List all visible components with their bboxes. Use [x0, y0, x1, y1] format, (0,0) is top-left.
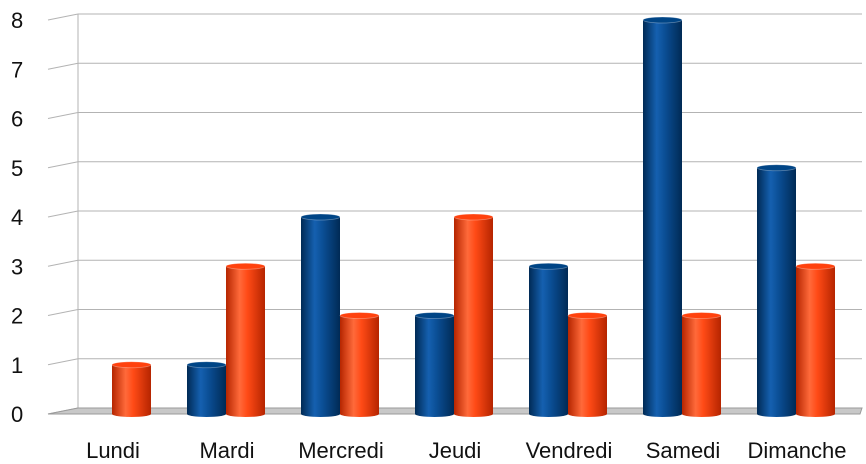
bar-cap [756, 164, 797, 172]
bar-cap [795, 262, 836, 270]
bars [111, 16, 836, 417]
bar-body [454, 217, 493, 414]
bar-cap [567, 312, 608, 319]
bar-base [340, 411, 379, 417]
x-category-label: Dimanche [747, 438, 846, 463]
grid-connector [47, 259, 79, 267]
bar-base [301, 411, 340, 417]
grid-connector [47, 13, 79, 21]
y-tick-labels: 0 1 2 3 4 5 6 7 8 [11, 8, 23, 427]
bar-body [187, 364, 226, 414]
bar [756, 164, 797, 417]
x-category-label: Samedi [646, 438, 721, 463]
bar-body [226, 266, 265, 414]
grid-connector [47, 112, 79, 119]
bar-base [682, 411, 721, 417]
bar-base [568, 411, 607, 417]
bar [111, 361, 152, 417]
grid-connector [47, 62, 79, 70]
bar [642, 16, 683, 417]
y-tick-label: 2 [11, 304, 23, 329]
bar-base [187, 411, 226, 417]
bar [681, 312, 722, 417]
x-category-labels: Lundi Mardi Mercredi Jeudi Vendredi Samedi Dim… [86, 438, 846, 463]
bar-body [529, 266, 568, 414]
bar [300, 213, 341, 417]
x-category-label: Jeudi [429, 438, 482, 463]
bar-cap [681, 312, 722, 319]
bar-base [454, 411, 493, 417]
grid-connector [47, 309, 79, 316]
bar-body [112, 364, 151, 414]
bar-body [796, 266, 835, 414]
bar-cap [225, 262, 266, 270]
bar [528, 262, 569, 417]
grid-connector [47, 210, 79, 218]
grid-connector [47, 161, 79, 169]
bar-cap [186, 361, 227, 369]
bar-cap [339, 312, 380, 319]
bar [339, 312, 380, 417]
bar-body [568, 315, 607, 414]
y-tick-label: 0 [11, 402, 23, 427]
y-tick-label: 5 [11, 156, 23, 181]
bar-cap [642, 16, 683, 24]
bar-base [415, 411, 454, 417]
bar-body [643, 20, 682, 414]
bar [795, 262, 836, 417]
bar-cap [111, 361, 152, 369]
y-tick-label: 4 [11, 205, 23, 230]
y-tick-label: 7 [11, 57, 23, 82]
bar [225, 262, 266, 417]
bar [453, 213, 494, 417]
bar-cap [414, 312, 455, 319]
bar-base [796, 411, 835, 417]
bar-body [301, 217, 340, 414]
grid-connector [47, 358, 79, 366]
bar-base [643, 411, 682, 417]
bar-cap [528, 262, 569, 270]
bar [567, 312, 608, 417]
bar-base [529, 411, 568, 417]
y-tick-label: 1 [11, 353, 23, 378]
y-tick-label: 6 [11, 107, 23, 132]
bar-base [226, 411, 265, 417]
bar-body [415, 315, 454, 414]
y-tick-label: 3 [11, 254, 23, 279]
bar-base [757, 411, 796, 417]
bar-body [682, 315, 721, 414]
y-tick-label: 8 [11, 8, 23, 33]
x-category-label: Mercredi [298, 438, 384, 463]
bar [186, 361, 227, 417]
x-category-label: Lundi [86, 438, 140, 463]
bar-base [112, 411, 151, 417]
x-category-label: Vendredi [526, 438, 613, 463]
bar-body [757, 167, 796, 414]
bar-cap [453, 213, 494, 221]
bar-body [340, 315, 379, 414]
bar [414, 312, 455, 417]
bar-cap [300, 213, 341, 221]
x-category-label: Mardi [199, 438, 254, 463]
